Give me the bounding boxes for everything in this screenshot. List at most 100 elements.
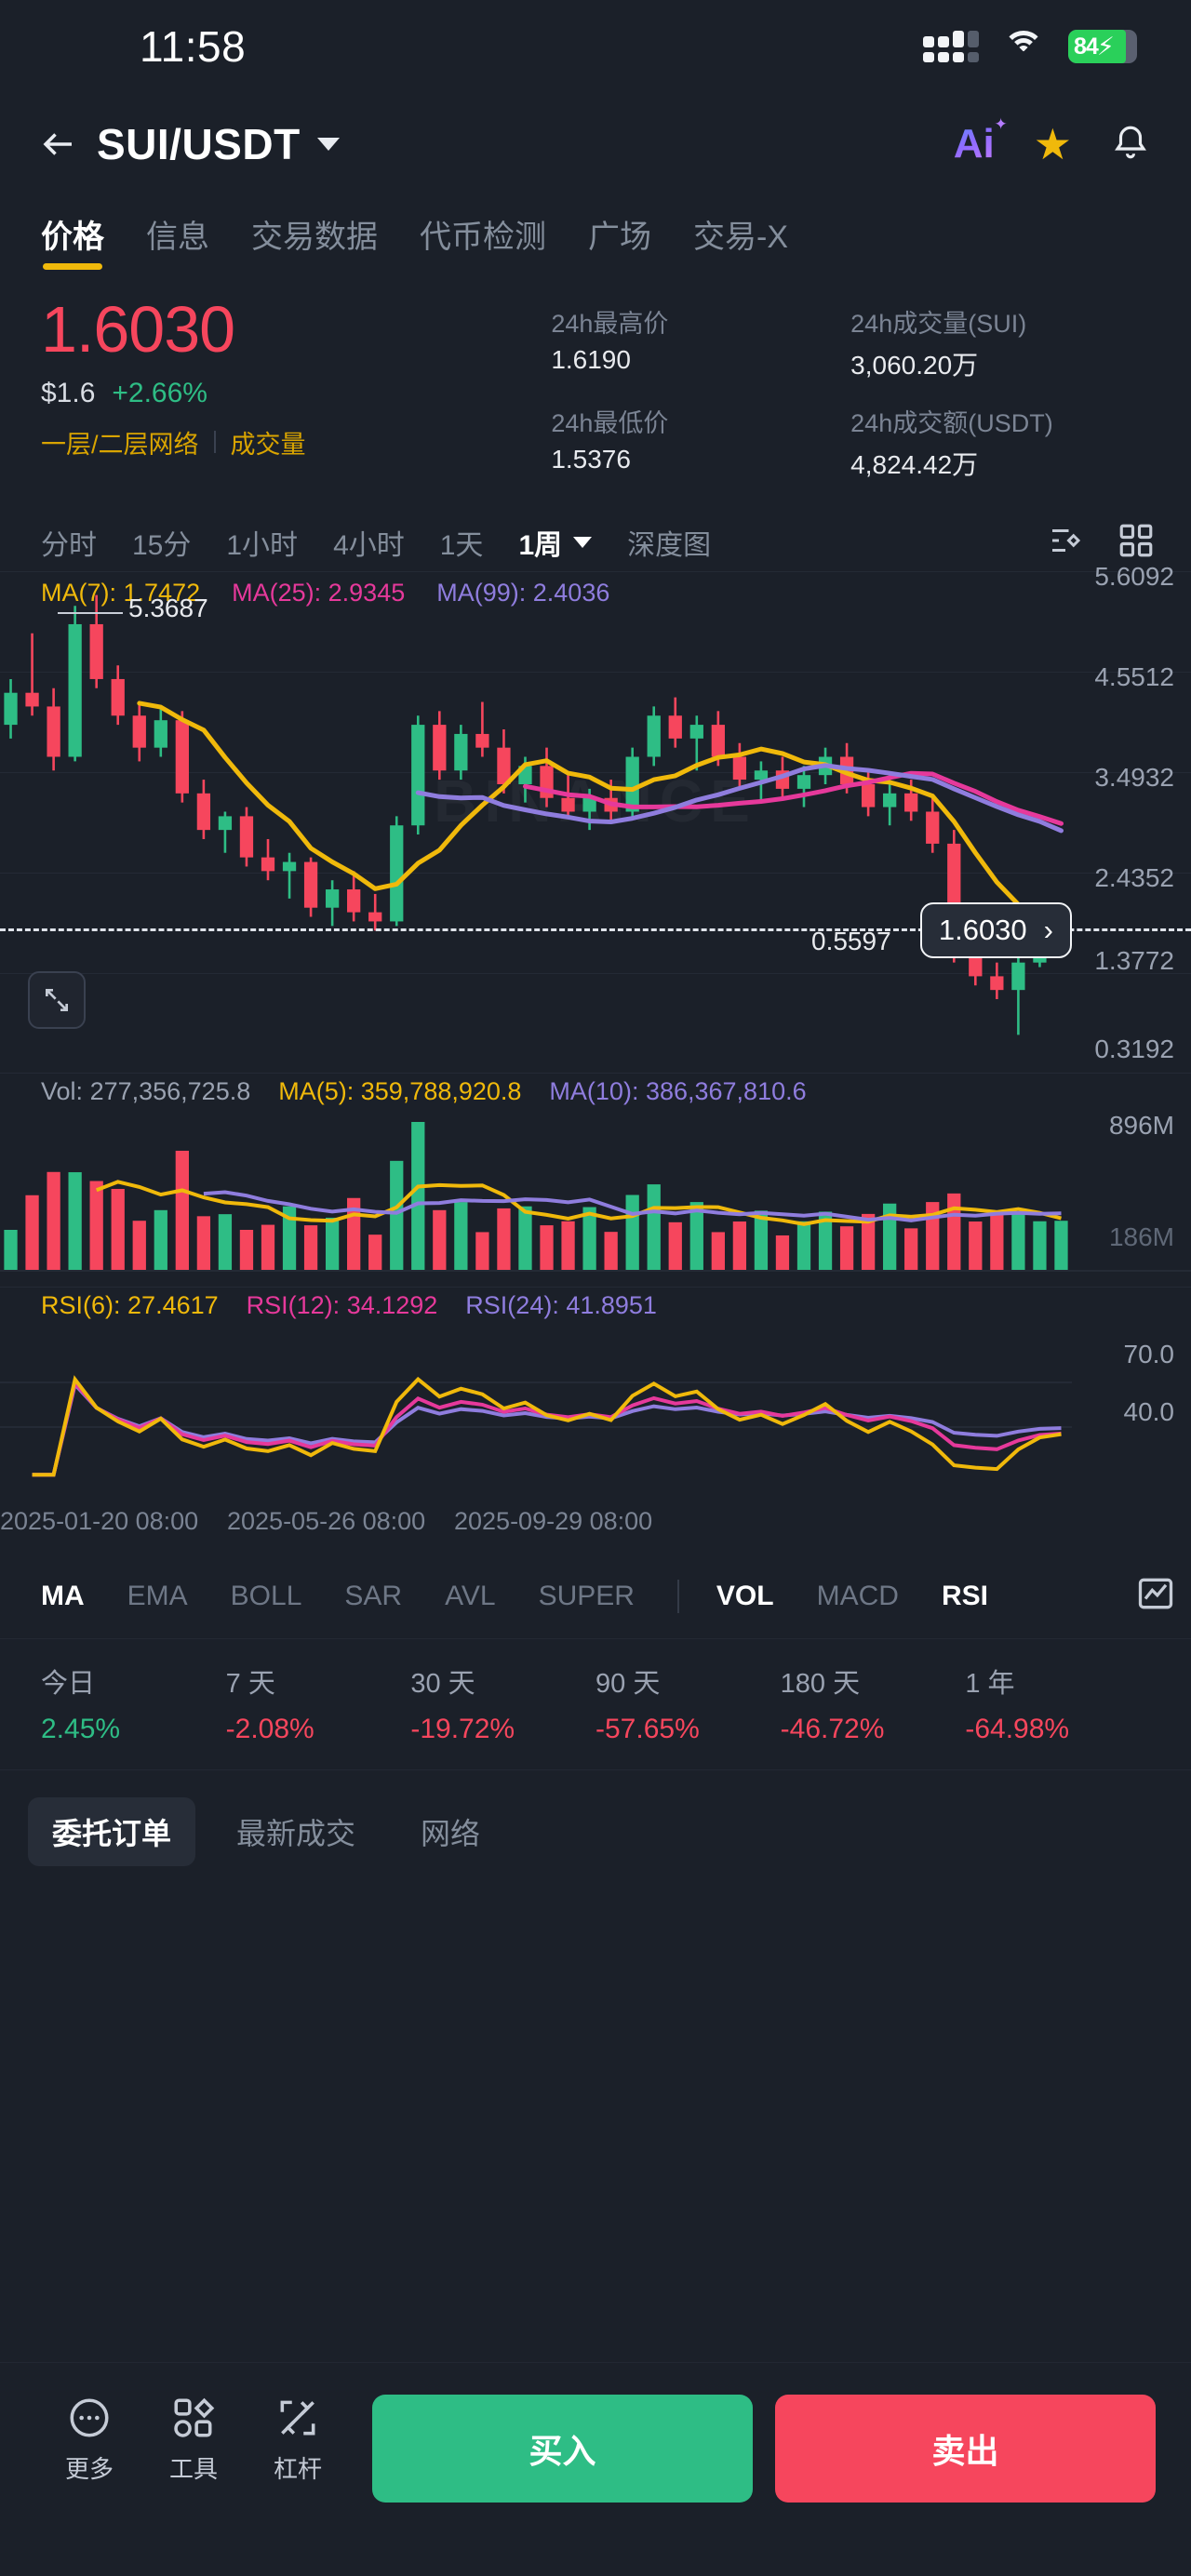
rsi24-legend: RSI(24): 41.8951 [465,1291,657,1319]
vol-legend-item: Vol: 277,356,725.8 [41,1077,251,1105]
tools-label: 工具 [168,2455,218,2483]
sell-button[interactable]: 卖出 [775,2395,1156,2503]
star-icon[interactable]: ★ [1033,120,1072,168]
stats-grid: 24h最高价 1.6190 24h成交量(SUI) 3,060.20万 24h最… [551,296,1150,482]
stat-24h-high: 24h最高价 1.6190 [551,303,850,382]
ma-legend: MA(7): 1.7472 MA(25): 2.9345 MA(99): 2.4… [41,579,609,607]
price-axis-label: 3.4932 [1094,763,1174,792]
perf-today: 今日 2.45% [41,1662,226,1745]
stat-24h-volume-sui: 24h成交量(SUI) 3,060.20万 [850,303,1150,382]
indicator-avl[interactable]: AVL [445,1580,496,1611]
perf-value: -2.08% [225,1714,314,1744]
date-label: 2025-01-20 08:00 [0,1507,199,1535]
price-axis-label: 5.6092 [1094,562,1174,591]
wifi-icon [1003,31,1044,62]
indicator-super[interactable]: SUPER [538,1580,635,1611]
indicator-vol[interactable]: VOL [716,1580,774,1611]
rsi6-legend: RSI(6): 27.4617 [41,1291,219,1319]
chart-area[interactable]: MA(7): 1.7472 MA(25): 2.9345 MA(99): 2.4… [0,562,1191,1554]
tab-square[interactable]: 广场 [588,220,651,255]
tab-price[interactable]: 价格 [41,211,104,270]
indicator-divider [676,1579,679,1613]
more-label: 更多 [64,2455,114,2483]
chart-settings-icon[interactable] [1046,521,1085,565]
tab-info[interactable]: 信息 [146,220,209,255]
perf-value: -19.72% [410,1714,515,1744]
rsi12-legend: RSI(12): 34.1292 [246,1291,438,1319]
kline-panel[interactable]: MA(7): 1.7472 MA(25): 2.9345 MA(99): 2.4… [0,562,1191,1074]
price-axis-label: 2.4352 [1094,863,1174,892]
price-change-pct: +2.66% [112,377,207,408]
rsi-svg [0,1375,1072,1477]
indicator-boll[interactable]: BOLL [230,1580,302,1611]
price-section: 1.6030 $1.6 +2.66% 一层/二层网络 成交量 24h最高价 1.… [0,270,1191,482]
indicator-bar: MA EMA BOLL SAR AVL SUPER VOL MACD RSI [0,1554,1191,1639]
timeframe-4h[interactable]: 4小时 [333,530,405,561]
bottom-tab-recent-trades[interactable]: 最新成交 [236,1817,356,1850]
volume-panel[interactable]: Vol: 277,356,725.8 MA(5): 359,788,920.8 … [0,1074,1191,1288]
rsi-panel[interactable]: RSI(6): 27.4617 RSI(12): 34.1292 RSI(24)… [0,1288,1191,1502]
stat-label: 24h成交额(USDT) [850,409,1053,437]
tab-trade-data[interactable]: 交易数据 [251,220,378,255]
volume-legend: Vol: 277,356,725.8 MA(5): 359,788,920.8 … [41,1077,807,1106]
tag-volume[interactable]: 成交量 [230,430,306,459]
perf-label: 180 天 [780,1669,861,1699]
last-price: 1.6030 [41,293,235,366]
timeframe-1h[interactable]: 1小时 [226,530,299,561]
current-price-marker[interactable]: 1.6030 › [919,902,1072,958]
performance-row: 今日 2.45% 7 天 -2.08% 30 天 -19.72% 90 天 -5… [0,1639,1191,1770]
perf-value: -57.65% [596,1714,700,1744]
tools-button[interactable]: 工具 [141,2395,246,2485]
stat-24h-low: 24h最低价 1.5376 [551,403,850,482]
indicator-rsi[interactable]: RSI [941,1580,988,1611]
app-header: SUI/USDT Ai ★ [0,93,1191,195]
perf-label: 今日 [41,1669,96,1699]
perf-180d: 180 天 -46.72% [781,1662,966,1745]
indicator-ma[interactable]: MA [41,1580,85,1611]
indicator-sar[interactable]: SAR [344,1580,403,1611]
ai-icon[interactable]: Ai [954,115,1008,167]
buy-button[interactable]: 买入 [372,2395,753,2503]
bottom-tab-orders[interactable]: 委托订单 [28,1797,196,1866]
bell-icon[interactable] [1111,121,1150,168]
leverage-button[interactable]: 杠杆 [246,2395,350,2485]
perf-30d: 30 天 -19.72% [410,1662,596,1745]
usd-price: $1.6 [41,377,96,408]
status-bar-icons: 84 ⚡ [923,30,1137,63]
timeframe-15m[interactable]: 15分 [132,530,192,561]
stat-value: 1.5376 [551,445,631,474]
bottom-tab-network[interactable]: 网络 [421,1817,481,1850]
indicator-ema[interactable]: EMA [127,1580,188,1611]
timeframe-depth[interactable]: 深度图 [627,530,712,561]
top-tab-bar: 价格 信息 交易数据 代币检测 广场 交易-X [0,195,1191,270]
volume-svg [0,1122,1191,1272]
indicator-macd[interactable]: MACD [816,1580,899,1611]
high-annotation: 5.3687 [128,594,208,622]
stat-label: 24h最低价 [551,409,669,437]
grid-layout-icon[interactable] [1117,521,1156,565]
tag-layer-network[interactable]: 一层/二层网络 [41,430,199,459]
action-bar: 更多 工具 杠杆 买入 卖出 [0,2362,1191,2576]
charging-bolt-icon: ⚡ [1096,32,1115,60]
expand-chart-button[interactable] [28,971,86,1029]
ma7-legend: MA(7): 1.7472 [41,579,201,607]
timeframe-1w[interactable]: 1周 [518,522,593,563]
chevron-down-icon[interactable] [316,138,340,151]
date-label: 2025-05-26 08:00 [227,1507,426,1535]
tab-token-check[interactable]: 代币检测 [420,220,546,255]
stat-label: 24h最高价 [551,310,669,338]
price-axis-label: 0.3192 [1094,1034,1174,1063]
more-button[interactable]: 更多 [37,2395,141,2485]
low-annotation: 0.5597 [811,927,891,955]
tab-trade-x[interactable]: 交易-X [693,220,788,255]
back-arrow-icon[interactable] [28,113,89,175]
timeframe-1d[interactable]: 1天 [439,530,484,561]
pair-title[interactable]: SUI/USDT [97,120,301,168]
price-axis-label: 1.3772 [1094,946,1174,975]
timeframe-minute[interactable]: 分时 [41,530,97,561]
perf-label: 1 年 [965,1669,1015,1699]
perf-label: 30 天 [410,1669,475,1699]
perf-90d: 90 天 -57.65% [596,1662,781,1745]
line-chart-icon[interactable] [1135,1573,1176,1619]
volume-axis-label: 896M [1108,1111,1174,1140]
